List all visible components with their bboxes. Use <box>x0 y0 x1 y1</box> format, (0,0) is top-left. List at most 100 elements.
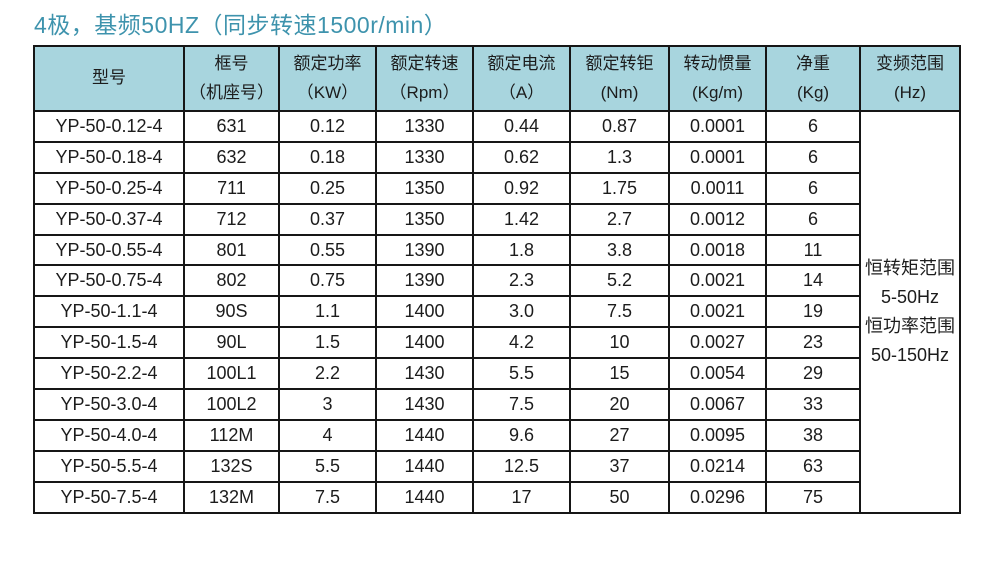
column-header-3: 额定转速 （Rpm） <box>375 45 474 112</box>
table-row: YP-50-0.37-4 712 0.37 1350 1.42 2.7 0.0012 6 <box>33 202 960 236</box>
table-cell: 1430 <box>375 357 474 391</box>
table-cell: 0.0027 <box>668 326 767 360</box>
table-cell: 1.1 <box>278 295 377 329</box>
table-cell: 0.75 <box>278 264 377 298</box>
column-header-line1: 转动惯量 <box>683 54 752 74</box>
table-cell: 1.8 <box>472 233 571 267</box>
table-cell: 5.5 <box>472 357 571 391</box>
table-cell: YP-50-0.25-4 <box>33 171 185 205</box>
table-cell: 0.0095 <box>668 418 767 452</box>
table-cell: 17 <box>472 480 571 514</box>
table-cell: 100L2 <box>183 388 280 421</box>
table-cell: 0.37 <box>278 202 377 236</box>
table-cell: 1430 <box>375 388 474 421</box>
table-cell: 712 <box>183 202 280 236</box>
table-cell: 38 <box>765 418 861 452</box>
table-row: YP-50-2.2-4 100L1 2.2 1430 5.5 15 0.0054 29 <box>33 357 960 391</box>
table-cell: 132M <box>183 480 280 514</box>
column-header-line1: 型号 <box>92 68 126 88</box>
table-row: YP-50-1.1-4 90S 1.1 1400 3.0 7.5 0.0021 19 <box>33 295 960 329</box>
table-cell: 0.0018 <box>668 233 767 267</box>
table-cell: 631 <box>183 110 280 143</box>
table-cell: YP-50-1.5-4 <box>33 326 185 360</box>
table-cell: YP-50-0.12-4 <box>33 110 185 143</box>
frequency-range-cell: 恒转矩范围 5-50Hz 恒功率范围 50-150Hz <box>859 110 961 514</box>
table-cell: 6 <box>765 140 861 174</box>
column-header-line2: （KW） <box>296 82 359 102</box>
table-cell: YP-50-5.5-4 <box>33 449 185 483</box>
table-row: YP-50-7.5-4 132M 7.5 1440 17 50 0.0296 75 <box>33 480 960 514</box>
table-cell: 0.92 <box>472 171 571 205</box>
table-cell: 132S <box>183 449 280 483</box>
column-header-line1: 变频范围 <box>876 54 944 74</box>
table-cell: 0.0011 <box>668 171 767 205</box>
table-cell: 0.0054 <box>668 357 767 391</box>
table-cell: YP-50-0.55-4 <box>33 233 185 267</box>
table-cell: 75 <box>765 480 861 514</box>
table-cell: YP-50-0.37-4 <box>33 202 185 236</box>
table-cell: YP-50-0.18-4 <box>33 140 185 174</box>
table-cell: 4 <box>278 418 377 452</box>
table-cell: 1400 <box>375 295 474 329</box>
column-header-8: 变频范围 (Hz) <box>859 45 961 112</box>
table-cell: 0.0067 <box>668 388 767 421</box>
table-cell: 63 <box>765 449 861 483</box>
column-header-1: 框号 （机座号） <box>183 45 280 112</box>
table-cell: 4.2 <box>472 326 571 360</box>
table-cell: 802 <box>183 264 280 298</box>
column-header-6: 转动惯量 (Kg/m) <box>668 45 767 112</box>
table-cell: 711 <box>183 171 280 205</box>
table-cell: 7.5 <box>472 388 571 421</box>
table-row: YP-50-0.55-4 801 0.55 1390 1.8 3.8 0.0018 11 <box>33 233 960 267</box>
motor-spec-table: 型号 框号 （机座号） 额定功率 （KW） 额定转速 （Rpm） 额定电流 （A） 额定转钜 (Nm… <box>33 45 961 514</box>
table-cell: 0.25 <box>278 171 377 205</box>
table-cell: 50 <box>569 480 670 514</box>
table-cell: 5.5 <box>278 449 377 483</box>
table-cell: 1.3 <box>569 140 670 174</box>
table-cell: 29 <box>765 357 861 391</box>
column-header-line2: （机座号） <box>189 82 274 102</box>
table-cell: 90S <box>183 295 280 329</box>
table-cell: 14 <box>765 264 861 298</box>
column-header-7: 净重 (Kg) <box>765 45 861 112</box>
table-cell: 100L1 <box>183 357 280 391</box>
table-cell: 1390 <box>375 233 474 267</box>
table-row: YP-50-0.75-4 802 0.75 1390 2.3 5.2 0.0021 14 <box>33 264 960 298</box>
table-cell: 10 <box>569 326 670 360</box>
table-cell: 5.2 <box>569 264 670 298</box>
table-row: YP-50-3.0-4 100L2 3 1430 7.5 20 0.0067 33 <box>33 388 960 421</box>
table-cell: 1.5 <box>278 326 377 360</box>
table-cell: 1440 <box>375 418 474 452</box>
table-cell: YP-50-7.5-4 <box>33 480 185 514</box>
table-row: YP-50-4.0-4 112M 4 1440 9.6 27 0.0095 38 <box>33 418 960 452</box>
table-cell: 6 <box>765 171 861 205</box>
table-row: YP-50-1.5-4 90L 1.5 1400 4.2 10 0.0027 23 <box>33 326 960 360</box>
table-cell: 2.2 <box>278 357 377 391</box>
table-header-row: 型号 框号 （机座号） 额定功率 （KW） 额定转速 （Rpm） 额定电流 （A） 额定转钜 (Nm… <box>33 45 961 112</box>
column-header-5: 额定转钜 (Nm) <box>569 45 670 112</box>
table-cell: YP-50-0.75-4 <box>33 264 185 298</box>
table-cell: 1350 <box>375 202 474 236</box>
table-cell: 15 <box>569 357 670 391</box>
table-row: YP-50-0.25-4 711 0.25 1350 0.92 1.75 0.0011 6 <box>33 171 960 205</box>
table-cell: 37 <box>569 449 670 483</box>
column-header-line1: 额定转速 <box>390 54 459 74</box>
table-row: YP-50-5.5-4 132S 5.5 1440 12.5 37 0.0214 63 <box>33 449 960 483</box>
table-cell: 19 <box>765 295 861 329</box>
table-cell: 1.42 <box>472 202 571 236</box>
column-header-line2: （A） <box>498 82 545 102</box>
table-cell: 0.87 <box>569 110 670 143</box>
table-cell: 1330 <box>375 110 474 143</box>
table-cell: 801 <box>183 233 280 267</box>
table-cell: 1440 <box>375 480 474 514</box>
table-row: YP-50-0.12-4 631 0.12 1330 0.44 0.87 0.0001 6 恒转… <box>33 110 961 514</box>
table-cell: 0.62 <box>472 140 571 174</box>
table-cell: 0.0021 <box>668 295 767 329</box>
table-cell: 0.55 <box>278 233 377 267</box>
column-header-line1: 额定功率 <box>293 54 362 74</box>
table-cell: 9.6 <box>472 418 571 452</box>
column-header-line2: (Kg/m) <box>692 82 743 102</box>
table-cell: 3.8 <box>569 233 670 267</box>
table-cell: YP-50-2.2-4 <box>33 357 185 391</box>
table-cell: 0.0296 <box>668 480 767 514</box>
